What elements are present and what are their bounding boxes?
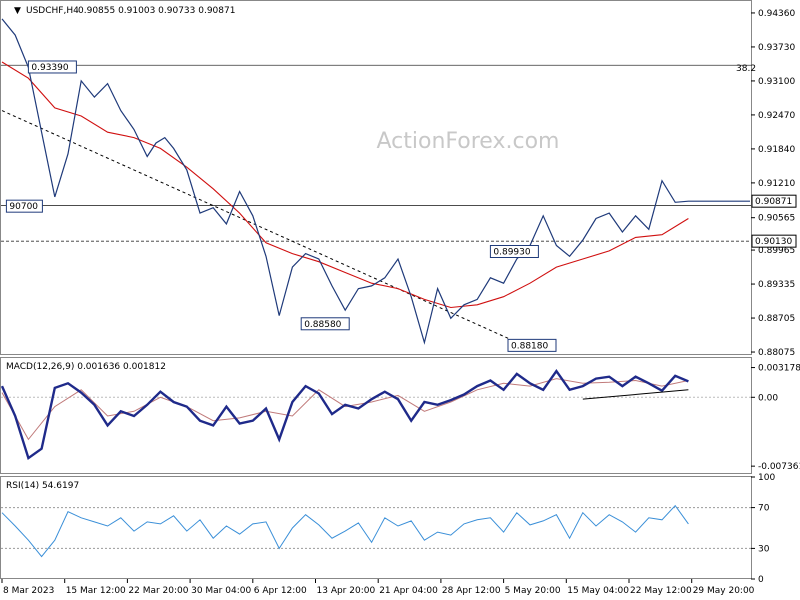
fib-level-label: 38.2 xyxy=(736,64,756,74)
rsi-tick-label: 30 xyxy=(758,544,770,554)
rsi-panel-frame xyxy=(0,476,752,579)
time-tick-label: 15 Mar 12:00 xyxy=(66,586,126,596)
time-tick-label: 5 May 20:00 xyxy=(505,586,561,596)
rsi-tick-label: 100 xyxy=(758,473,775,483)
macd-trendline xyxy=(582,389,689,400)
rsi-tick-label: 70 xyxy=(758,504,770,514)
time-tick-label: 21 Apr 04:00 xyxy=(379,586,438,596)
price-annotation-label: 0.88580 xyxy=(304,320,341,330)
descending-trendline xyxy=(1,110,522,345)
time-tick-label: 28 Apr 12:00 xyxy=(442,586,501,596)
price-tick-label: 0.91840 xyxy=(758,145,795,155)
macd-panel-frame xyxy=(0,357,752,474)
time-tick-label: 29 May 20:00 xyxy=(693,586,755,596)
current-price-label: 0.90871 xyxy=(755,197,792,207)
macd-label: MACD(12,26,9) 0.001636 0.001812 xyxy=(6,362,166,372)
rsi-line xyxy=(1,504,689,558)
price-annotation-label: 0.88180 xyxy=(511,341,548,351)
rsi-label: RSI(14) 54.6197 xyxy=(6,481,79,491)
rsi-tick-label: 0 xyxy=(758,575,764,585)
price-annotation-box xyxy=(5,199,43,213)
price-tick-label: 0.93100 xyxy=(758,77,795,87)
price-tick-label: 0.92470 xyxy=(758,111,795,121)
time-tick-label: 8 Mar 2023 xyxy=(3,586,54,596)
ohlc-label: 0.90855 0.91003 0.90733 0.90871 xyxy=(78,6,235,16)
time-tick-label: 22 May 12:00 xyxy=(630,586,692,596)
price-annotation-box xyxy=(300,317,350,331)
watermark: ActionForex.com xyxy=(377,129,560,154)
price-tick-label: 0.89965 xyxy=(758,246,795,256)
macd-tick-label: 0.003178 xyxy=(758,364,800,374)
time-tick-label: 15 May 04:00 xyxy=(567,586,629,596)
price-line xyxy=(1,18,750,345)
time-tick-label: 13 Apr 20:00 xyxy=(317,586,376,596)
time-tick-label: 6 Apr 12:00 xyxy=(254,586,307,596)
price-tick-label: 0.88705 xyxy=(758,314,795,324)
current-price-box xyxy=(751,194,797,208)
symbol-label: USDCHF,H4 xyxy=(26,6,79,16)
price-tick-label: 0.94360 xyxy=(758,9,795,19)
macd-line xyxy=(0,369,689,461)
time-tick-label: 22 Mar 20:00 xyxy=(128,586,188,596)
support-price-box xyxy=(751,234,797,248)
price-annotation-box xyxy=(489,244,539,258)
chart-marks: 0.94360 0.93730 0.93100 0.92470 0.91840 0.912… xyxy=(0,9,800,596)
price-tick-label: 0.89335 xyxy=(758,280,795,290)
price-annotation-box xyxy=(507,338,557,352)
support-price-label: 0.90130 xyxy=(755,237,792,247)
macd-tick-label: -0.007361 xyxy=(758,462,800,472)
price-annotation-box xyxy=(27,60,77,74)
price-tick-label: 0.88075 xyxy=(758,348,795,358)
price-annotation-label: 90700 xyxy=(9,202,38,212)
price-tick-label: 0.91210 xyxy=(758,179,795,189)
macd-tick-label: 0.00 xyxy=(758,393,778,403)
time-tick-label: 30 Mar 04:00 xyxy=(191,586,251,596)
price-annotation-label: 0.89930 xyxy=(493,247,530,257)
moving-average-line xyxy=(1,61,689,309)
price-panel-icon: ▼ xyxy=(14,6,21,16)
price-annotation-label: 0.93390 xyxy=(31,63,68,73)
price-tick-label: 0.93730 xyxy=(758,43,795,53)
price-panel-frame xyxy=(0,0,752,355)
price-tick-label: 0.90565 xyxy=(758,214,795,224)
